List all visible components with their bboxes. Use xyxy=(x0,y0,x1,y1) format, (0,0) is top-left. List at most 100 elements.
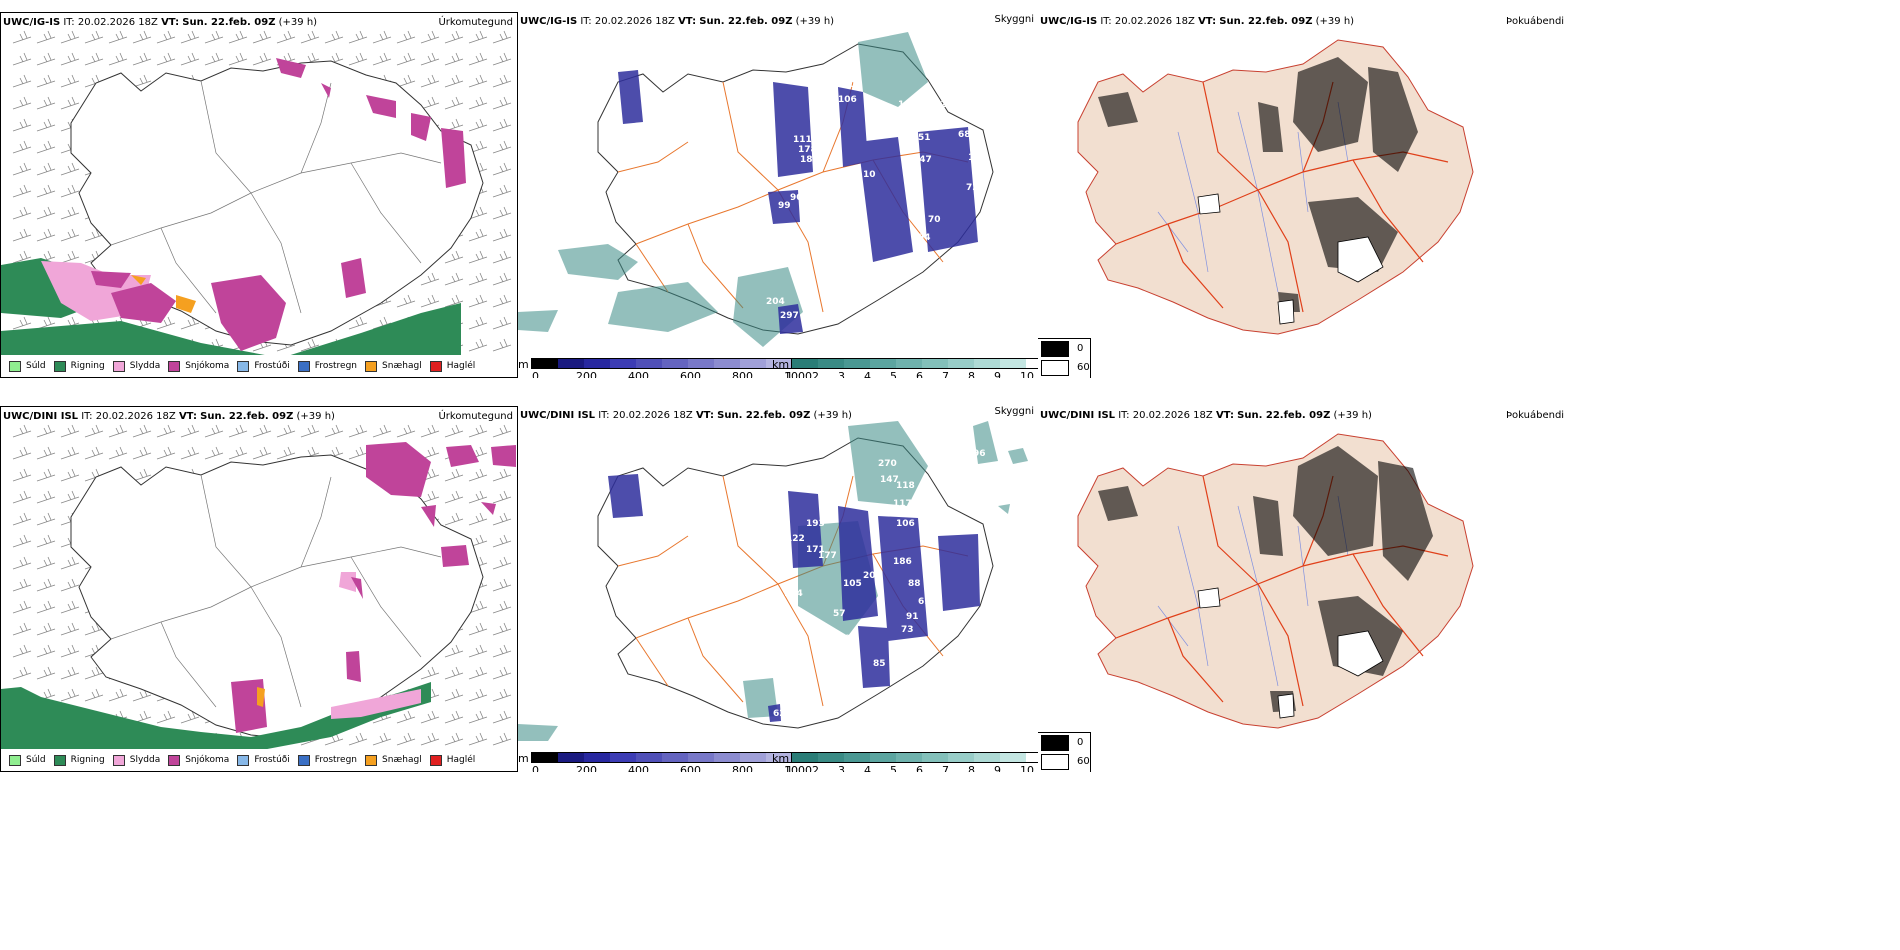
precip-legend-item: Frostúði xyxy=(237,360,290,372)
wind-barb xyxy=(372,52,392,66)
wind-barb xyxy=(468,622,488,636)
it-value: 20.02.2026 18Z xyxy=(77,17,158,28)
wind-barb xyxy=(156,424,176,438)
wind-barb xyxy=(396,74,416,88)
wind-barb xyxy=(36,424,56,438)
colorbar-cell xyxy=(739,753,766,762)
legend-label: Snjókoma xyxy=(185,361,230,371)
cloud-base-label: 204 xyxy=(863,571,882,581)
wind-barb xyxy=(36,30,56,44)
precip-legend: Súld Rigning Slydda Snjókoma Frostúði Frostre… xyxy=(1,749,517,771)
wind-barb xyxy=(12,468,32,482)
wind-barb xyxy=(228,446,248,460)
legend-label: Súld xyxy=(26,361,46,371)
colorbar-tick: 200 xyxy=(576,764,597,772)
wind-barb xyxy=(108,30,128,44)
wind-barb xyxy=(36,622,56,636)
colorbar-boxes xyxy=(791,752,1038,763)
colorbar-cell xyxy=(687,753,714,762)
legend-swatch xyxy=(168,754,181,766)
colorbar-tick: 2 xyxy=(812,764,819,772)
model-name: UWC/IG-IS xyxy=(3,17,61,28)
wind-barb xyxy=(492,534,512,548)
cloud-base-label: 96 xyxy=(973,449,986,459)
wind-barb xyxy=(180,52,200,66)
colorbar-unit: m xyxy=(518,358,529,371)
wind-barb xyxy=(492,688,512,702)
wind-barb xyxy=(36,206,56,220)
it-label: IT: xyxy=(63,17,75,28)
wind-barb xyxy=(36,600,56,614)
wind-barb xyxy=(492,250,512,264)
wind-barb xyxy=(12,534,32,548)
colorbar-tick: 400 xyxy=(628,370,649,378)
colorbar-cell xyxy=(792,753,819,762)
cloud-base-label: 106 xyxy=(896,519,915,529)
wind-barb xyxy=(372,30,392,44)
legend-swatch xyxy=(297,754,310,766)
wind-barb xyxy=(84,688,104,702)
legend-label: Frostregn xyxy=(314,361,358,371)
wind-barb xyxy=(348,30,368,44)
precip-legend-item: Snæhagl xyxy=(365,754,422,766)
cloud-base-label: 183 xyxy=(800,155,819,165)
colorbar-tick: 6 xyxy=(916,764,923,772)
wind-barb xyxy=(36,52,56,66)
colorbar-tick: 1 xyxy=(786,370,793,378)
cloud-base-label: 270 xyxy=(878,459,897,469)
wind-barb xyxy=(492,140,512,154)
cloud-base-label: 10 xyxy=(863,170,876,180)
precip-legend-item: Frostregn xyxy=(297,754,357,766)
ice-pellet-area xyxy=(257,687,265,707)
colorbar-cell xyxy=(609,359,636,368)
cloud-base-label: 105 xyxy=(843,579,862,589)
it-label: IT: xyxy=(598,410,610,421)
legend-swatch xyxy=(9,754,21,766)
cloud-base-label: 51 xyxy=(918,133,931,143)
panel-header: UWC/DINI ISL IT: 20.02.2026 18Z VT: Sun.… xyxy=(520,410,852,421)
wind-barb xyxy=(228,30,248,44)
wind-barb xyxy=(396,52,416,66)
colorbar-cell xyxy=(635,753,662,762)
cloud-base-label: 122 xyxy=(786,534,805,544)
legend-swatch xyxy=(112,754,125,766)
wind-barb xyxy=(444,74,464,88)
wind-barb xyxy=(132,424,152,438)
legend-swatch xyxy=(297,360,310,372)
legend-swatch xyxy=(1041,340,1069,357)
cloud-base-label: 305 xyxy=(873,275,892,285)
wind-barb xyxy=(12,490,32,504)
cloud-base-label: 151 xyxy=(968,153,987,163)
cloud-base-label: 196 xyxy=(898,100,917,110)
colorbar-cell xyxy=(661,359,688,368)
wind-barb xyxy=(60,446,80,460)
vt-value: Sun. 22.feb. 09Z xyxy=(717,410,811,421)
colorbar-tick: 0 xyxy=(532,764,539,772)
panel-header: UWC/IG-IS IT: 20.02.2026 18Z VT: Sun. 22… xyxy=(3,17,317,28)
colorbar-tick: 2 xyxy=(812,370,819,378)
wind-barb xyxy=(348,52,368,66)
lead-time: (+39 h) xyxy=(296,411,335,422)
wind-barb xyxy=(84,424,104,438)
wind-barb xyxy=(156,52,176,66)
vt-value: Sun. 22.feb. 09Z xyxy=(699,16,793,27)
colorbar-cell xyxy=(1026,359,1038,368)
colorbar-cell xyxy=(948,359,975,368)
colorbar-tick: 7 xyxy=(942,764,949,772)
wind-barb xyxy=(12,30,32,44)
wind-barb xyxy=(36,578,56,592)
wind-barb xyxy=(492,490,512,504)
colorbar-cell xyxy=(583,359,610,368)
wind-barb xyxy=(12,140,32,154)
wind-barb xyxy=(252,446,272,460)
cloud-base-label: 186 xyxy=(893,557,912,567)
colorbar-cell xyxy=(661,753,688,762)
wind-barb xyxy=(12,644,32,658)
wind-barb xyxy=(468,512,488,526)
wind-barb xyxy=(468,272,488,286)
precip-legend-item: Frostúði xyxy=(237,754,290,766)
colorbar-cell xyxy=(635,359,662,368)
panel-header: UWC/DINI ISL IT: 20.02.2026 18Z VT: Sun.… xyxy=(3,411,335,422)
rain-area xyxy=(1,258,461,377)
